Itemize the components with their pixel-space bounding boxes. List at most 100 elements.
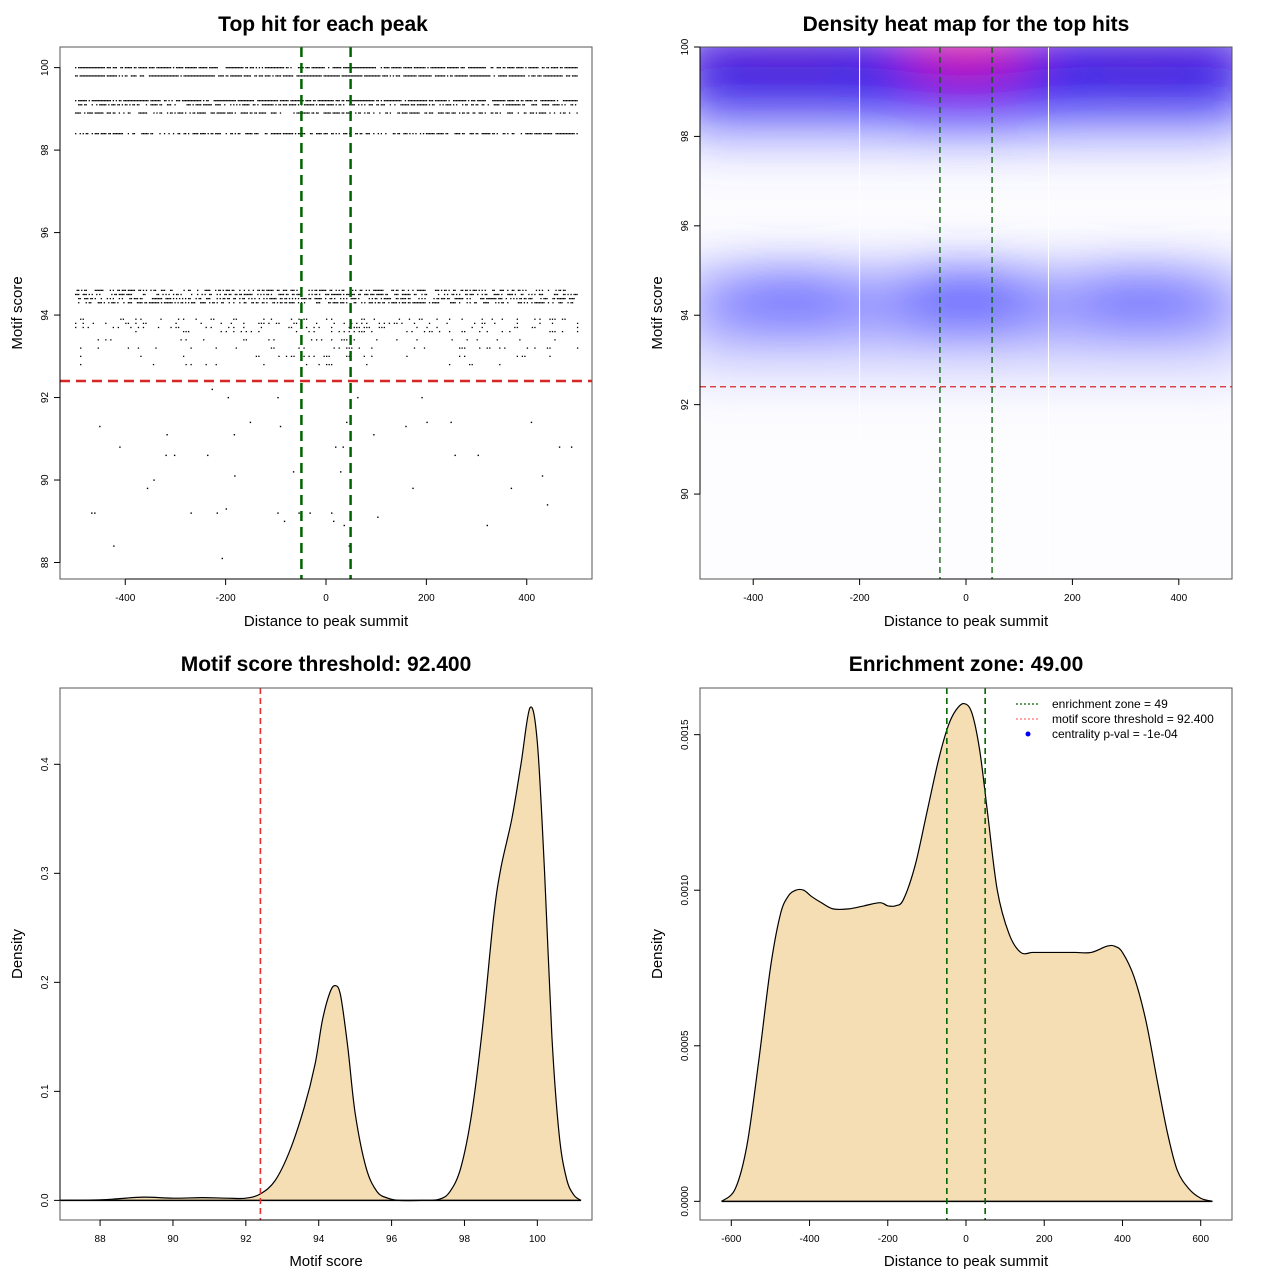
scatter-point [517,100,520,102]
scatter-point [186,75,188,77]
scatter-point [558,289,560,292]
scatter-point [352,293,354,296]
scatter-point [480,67,482,69]
scatter-point [445,100,447,102]
scatter-point [341,339,343,341]
scatter-point [178,112,181,114]
scatter-point [348,330,350,333]
scatter-point [564,318,566,320]
scatter-point [525,100,527,102]
x-tick-label: 0 [323,593,329,604]
scatter-point [272,67,274,69]
scatter-point [346,75,348,77]
scatter-point [109,289,111,292]
scatter-point [186,67,188,69]
scatter-point [184,112,187,114]
scatter-point [343,293,345,296]
scatter-point [449,67,452,69]
scatter-point [446,67,449,69]
scatter-point [189,75,191,77]
scatter-point [270,318,273,320]
scatter-point [78,112,80,114]
scatter-point [367,133,369,135]
scatter-point [442,100,444,102]
scatter-point [103,100,105,102]
scatter-point [487,75,489,77]
scatter-point [236,75,238,77]
scatter-point [136,297,139,300]
scatter-point [323,289,325,292]
scatter-point [296,100,298,102]
scatter-point [279,100,282,102]
scatter-point [371,302,373,304]
scatter-point [297,133,300,135]
scatter-point [463,75,465,77]
scatter-point [82,293,84,296]
scatter-point [521,355,524,358]
scatter-point [424,293,426,296]
scatter-point [433,104,435,106]
scatter-point [127,289,130,292]
scatter-point [558,297,560,300]
scatter-point [564,133,566,135]
scatter-point [172,75,175,77]
scatter-point [501,318,503,320]
scatter-point [449,75,452,77]
scatter-point [139,289,142,292]
scatter-point [212,75,214,77]
scatter-point [298,512,300,514]
scatter-point [359,67,361,69]
scatter-point [531,293,533,296]
scatter-point [146,487,149,490]
scatter-point [416,339,418,341]
scatter-point [187,104,190,106]
scatter-point [546,104,548,106]
scatter-point [153,104,155,106]
scatter-point [221,100,223,102]
scatter-point [94,112,96,114]
scatter-point [157,75,160,77]
scatter-point [340,104,342,106]
scatter-point [448,104,450,106]
scatter-point [385,75,387,77]
scatter-point [187,133,190,135]
scatter-point [123,112,125,114]
scatter-point [571,133,574,135]
scatter-point [370,67,372,69]
scatter-point [157,326,160,329]
scatter-point [416,112,419,114]
scatter-point [535,104,538,106]
scatter-point [365,293,367,296]
scatter-point [493,75,495,77]
scatter-point [121,289,124,292]
scatter-point [224,100,226,102]
scatter-point [469,75,471,77]
scatter-point [180,302,182,304]
scatter-point [140,318,142,320]
scatter-point [153,112,155,114]
scatter-point [91,293,93,296]
scatter-point [194,100,196,102]
scatter-point [486,133,488,135]
scatter-point [184,100,187,102]
scatter-point [225,293,227,296]
scatter-point [144,67,146,69]
scatter-point [215,289,217,292]
scatter-point [141,75,143,77]
scatter-point [163,289,166,292]
scatter-point [242,100,244,102]
scatter-point [343,112,345,114]
y-tick-label: 92 [40,392,51,404]
scatter-point [192,112,194,114]
scatter-point [168,104,170,106]
scatter-point [200,104,202,106]
scatter-point [421,297,423,300]
scatter-point [200,100,202,102]
scatter-point [204,293,206,296]
scatter-point [433,297,435,300]
scatter-point [132,104,134,106]
scatter-point [142,133,145,135]
scatter-point [412,487,414,490]
scatter-point [466,104,468,106]
scatter-point [87,67,89,69]
